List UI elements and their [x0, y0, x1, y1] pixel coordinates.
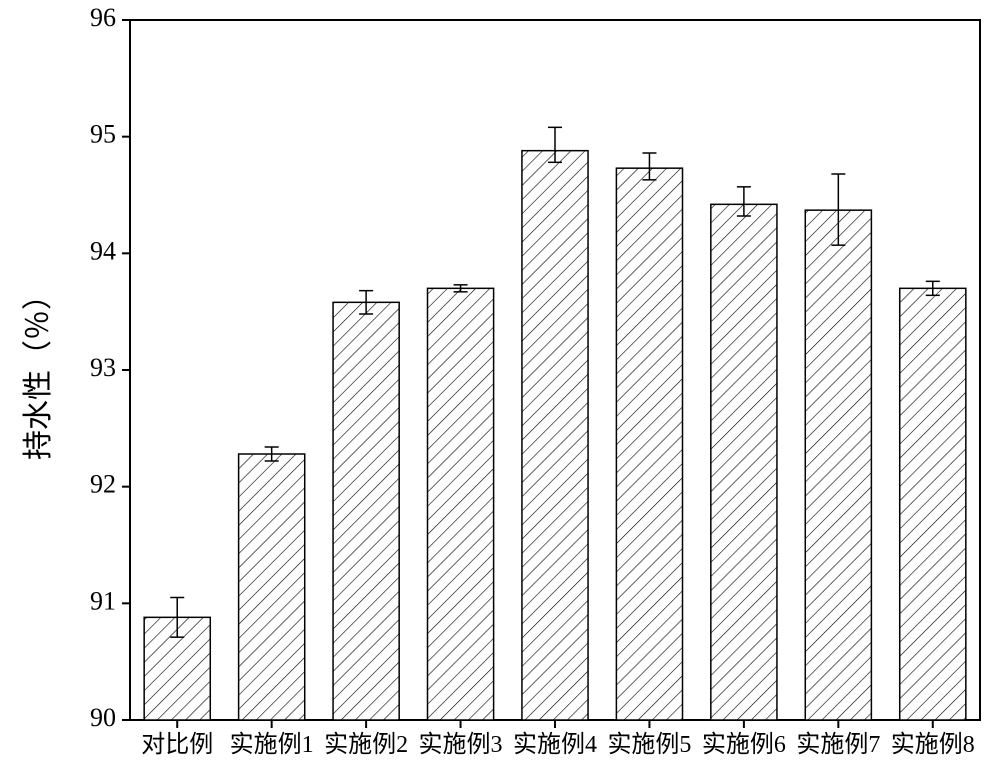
y-tick-label: 92 — [90, 470, 116, 499]
x-tick-label: 实施例5 — [607, 731, 691, 758]
x-tick-label: 实施例4 — [513, 731, 597, 758]
bar — [805, 210, 871, 720]
x-tick-label: 实施例1 — [230, 731, 314, 758]
x-tick-label: 实施例2 — [324, 731, 408, 758]
y-tick-label: 91 — [90, 586, 116, 615]
bar — [239, 454, 305, 720]
y-tick-label: 95 — [90, 120, 116, 149]
bar — [900, 288, 966, 720]
y-tick-label: 94 — [90, 236, 116, 265]
y-tick-label: 96 — [90, 3, 116, 32]
bar — [428, 288, 494, 720]
y-axis-title: 持水性（％） — [22, 280, 55, 460]
x-tick-label: 实施例3 — [419, 731, 503, 758]
bar — [711, 204, 777, 720]
x-tick-label: 实施例7 — [796, 731, 880, 758]
bar-chart: 90 91 92 93 94 95 96 持水性（％） 对比例实施例1 实施例2 实施例3 实施例4 实… — [0, 0, 1000, 780]
chart-container: 90 91 92 93 94 95 96 持水性（％） 对比例实施例1 实施例2 实施例3 实施例4 实… — [0, 0, 1000, 780]
x-tick-label: 实施例8 — [891, 731, 975, 758]
y-tick-label: 90 — [90, 703, 116, 732]
bar — [616, 168, 682, 720]
x-tick-label: 对比例 — [141, 731, 213, 758]
x-tick-label: 实施例6 — [702, 731, 786, 758]
y-tick-label: 93 — [90, 353, 116, 382]
bar — [522, 151, 588, 720]
bar — [333, 302, 399, 720]
